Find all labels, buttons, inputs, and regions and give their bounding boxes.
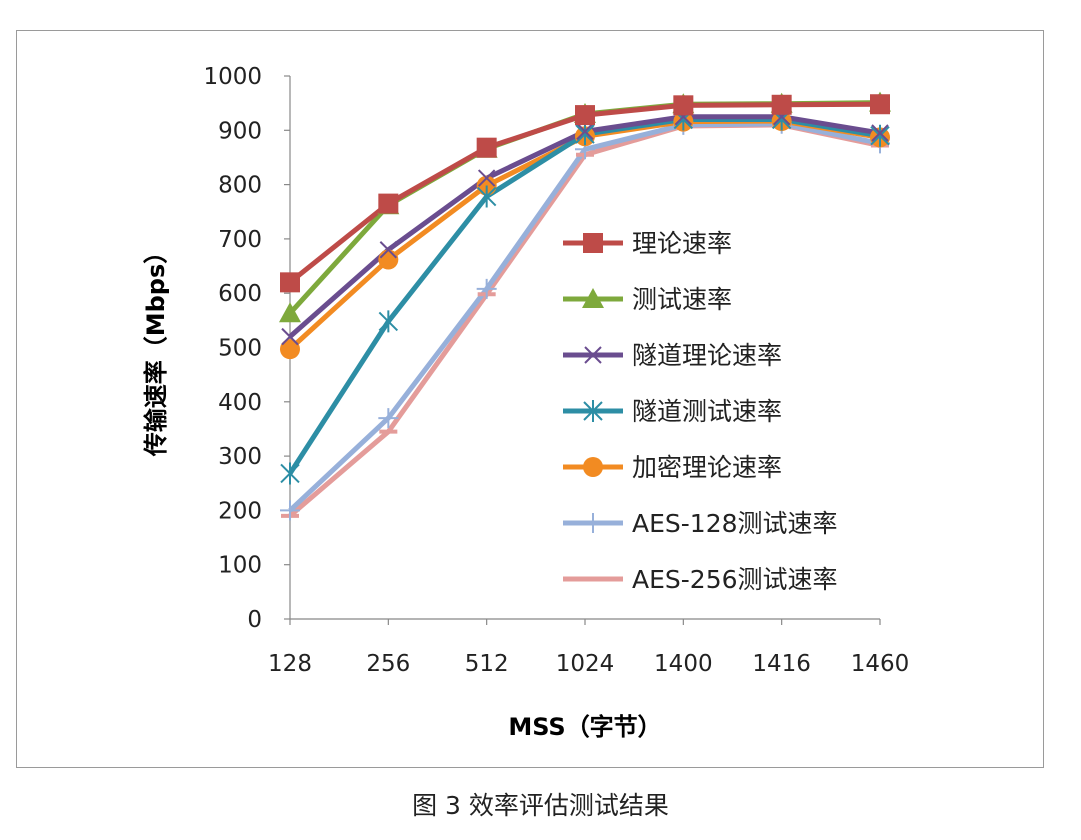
data-point-s3 xyxy=(576,122,594,141)
y-tick-label: 800 xyxy=(218,173,262,199)
data-point-s1 xyxy=(280,272,300,293)
series-line-6 xyxy=(288,121,881,513)
data-point-s1 xyxy=(673,95,694,116)
x-tick-label: 256 xyxy=(366,651,410,677)
x-tick-label: 1416 xyxy=(752,651,811,677)
x-tick-label: 512 xyxy=(465,651,509,677)
series-line-7 xyxy=(288,122,881,518)
data-point-s1 xyxy=(378,193,399,214)
data-point-s3 xyxy=(871,124,889,142)
data-point-s6 xyxy=(476,278,497,299)
legend-label-7: AES-256测试速率 xyxy=(632,565,838,594)
y-tick-label: 300 xyxy=(218,444,262,470)
data-point-s4 xyxy=(280,462,300,485)
legend-label-3: 隧道理论速率 xyxy=(632,341,782,370)
data-point-s3 xyxy=(477,169,496,187)
legend-label-2: 测试速率 xyxy=(632,285,732,314)
data-point-s3 xyxy=(281,327,299,346)
legend-marker-3 xyxy=(584,346,602,364)
y-tick-label: 600 xyxy=(218,281,262,307)
x-tick-label: 128 xyxy=(268,651,312,677)
figure-caption: 图 3 效率评估测试结果 xyxy=(412,791,669,820)
data-point-s5 xyxy=(280,339,300,360)
legend-marker-1 xyxy=(583,233,603,253)
data-point-s6 xyxy=(280,500,300,521)
x-tick-label: 1400 xyxy=(654,651,713,677)
data-point-s1 xyxy=(870,94,890,115)
data-point-s5 xyxy=(378,249,399,270)
x-tick-label: 1460 xyxy=(851,651,910,677)
y-tick-label: 200 xyxy=(218,498,262,524)
data-point-s2 xyxy=(279,302,301,323)
y-tick-label: 100 xyxy=(218,553,262,579)
data-point-s4 xyxy=(476,185,497,208)
data-point-s4 xyxy=(575,123,595,146)
y-tick-label: 400 xyxy=(218,390,262,416)
y-tick-label: 500 xyxy=(218,336,262,362)
y-axis-title: 传输速率（Mbps） xyxy=(142,240,170,458)
y-tick-label: 1000 xyxy=(203,64,262,90)
legend-marker-5 xyxy=(583,457,603,477)
data-point-s1 xyxy=(476,137,497,158)
x-axis-title: MSS（字节） xyxy=(508,713,661,741)
x-tick-label: 1024 xyxy=(556,651,615,677)
legend-label-6: AES-128测试速率 xyxy=(632,509,838,538)
y-tick-label: 0 xyxy=(247,607,262,633)
data-point-s3 xyxy=(379,241,398,259)
y-tick-label: 900 xyxy=(218,118,262,144)
legend-label-4: 隧道测试速率 xyxy=(632,397,782,426)
y-tick-label: 700 xyxy=(218,227,262,253)
legend-marker-4 xyxy=(583,400,603,422)
data-point-s4 xyxy=(378,310,399,333)
data-point-s1 xyxy=(771,94,792,115)
data-point-s1 xyxy=(575,105,595,126)
legend-marker-6 xyxy=(583,513,603,533)
data-point-s6 xyxy=(378,408,399,429)
figure-frame xyxy=(16,30,1044,768)
legend-marker-2 xyxy=(582,288,604,308)
legend-label-5: 加密理论速率 xyxy=(632,453,782,482)
data-point-s4 xyxy=(870,124,890,147)
legend-label-1: 理论速率 xyxy=(632,229,732,258)
